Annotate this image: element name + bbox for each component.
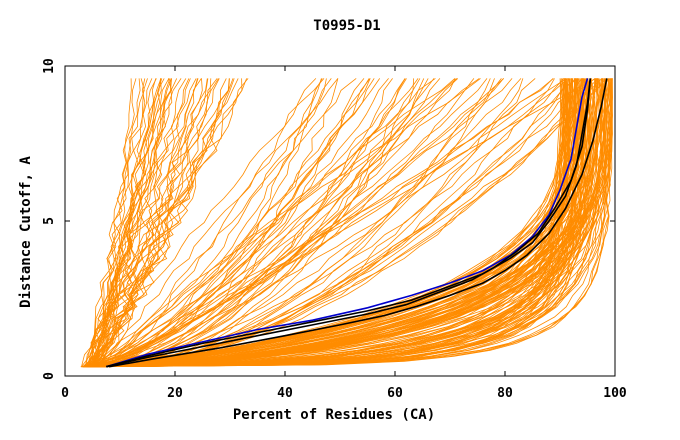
y-tick-label: 0 [42,372,57,380]
model-curve [87,78,190,367]
model-curve [91,78,603,368]
model-curve [100,78,607,368]
model-curve [87,78,491,368]
highlight-series-line-3 [106,78,592,368]
model-curve [86,78,145,367]
model-curve [98,78,406,368]
x-tick-label: 0 [61,386,69,401]
x-axis-label: Percent of Residues (CA) [233,407,435,423]
model-curve [100,78,563,368]
y-tick-label: 10 [42,58,57,74]
model-curve [88,78,191,367]
model-curve [88,78,370,368]
model-curve [83,78,606,368]
model-curve [99,78,407,368]
y-axis-label: Distance Cutoff, A [18,156,34,308]
model-curve [88,78,608,368]
y-tick-label: 5 [42,217,57,225]
model-curve [89,78,568,368]
model-curve [93,78,480,368]
highlight-series-line-1 [106,78,589,368]
model-curve [88,78,504,368]
model-curve [102,78,524,368]
model-curve [92,78,609,368]
model-curve [87,78,243,368]
x-tick-label: 40 [277,386,293,401]
model-curve [94,78,579,368]
model-curve [98,78,613,368]
model-curve [95,78,456,368]
model-curve [98,78,389,368]
model-curve [101,78,576,368]
chart-title: T0995-D1 [313,18,380,34]
model-curve [97,78,234,367]
model-curve [81,78,406,368]
model-curve [88,78,554,368]
model-curve [93,78,596,368]
model-curve [83,78,566,368]
model-curve [93,78,599,368]
model-curve [105,78,481,368]
highlight-series-line-4 [108,78,608,368]
model-curve [106,78,435,368]
model-curve [94,78,566,368]
model-curve [99,78,567,368]
model-curve [93,78,218,368]
y-axis-ticks: 0 5 10 [42,58,615,380]
model-curve [84,78,568,368]
model-curve [90,78,219,367]
model-curve [81,78,141,367]
model-curve [100,78,365,368]
model-curve [107,78,456,367]
model-curve [88,78,157,367]
model-curve [93,78,239,367]
x-tick-label: 100 [603,386,627,401]
model-curve [81,78,182,367]
model-curve [96,78,132,367]
x-tick-label: 60 [387,386,403,401]
model-curve [99,78,522,368]
model-curve [106,78,425,368]
model-curve [87,78,441,368]
highlighted-model-curves [106,78,608,368]
model-curve [82,78,572,368]
model-curve [111,78,414,368]
model-curve [88,78,199,367]
model-curve [83,78,381,368]
model-curve [98,78,513,368]
model-curve [103,78,536,368]
model-curve [99,78,590,368]
model-curve [84,78,249,367]
model-curve [90,78,170,367]
model-curve [94,78,459,368]
model-curve [102,78,339,367]
model-curve [107,78,317,367]
model-curve [98,78,475,368]
model-curve [85,78,580,368]
x-tick-label: 20 [167,386,183,401]
x-tick-label: 80 [497,386,513,401]
model-curve [87,78,235,367]
orange-model-curves [80,78,613,368]
model-curve [95,78,554,368]
model-curve [90,78,613,368]
model-curve [86,78,173,367]
model-curve [93,78,146,367]
model-curve [91,78,220,367]
model-curve [86,78,202,367]
model-curve [86,78,247,367]
model-curve [95,78,504,368]
model-curve [82,78,227,367]
x-axis-ticks: 0 20 40 60 80 100 [61,66,627,401]
model-curve [92,78,322,368]
model-curve [83,78,429,368]
model-curve [93,78,198,367]
model-curve [109,78,502,368]
